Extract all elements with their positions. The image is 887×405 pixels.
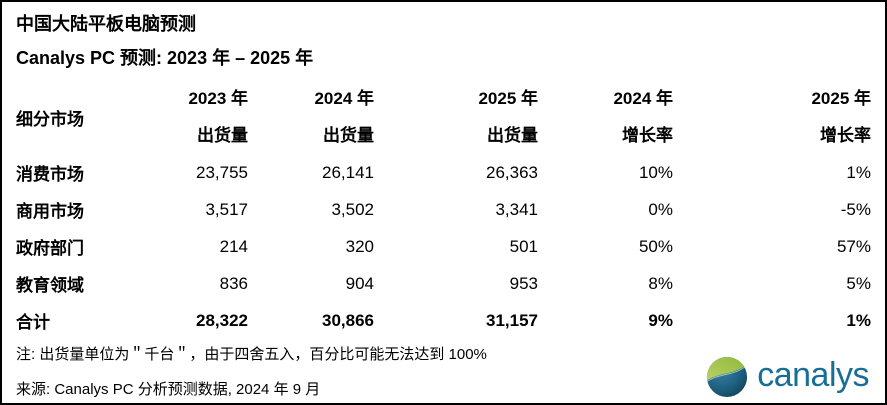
cell: 10% [638,162,673,182]
column-header-year: 2025 年 [811,89,871,108]
cell: 3,341 [495,199,538,219]
cell: 3,502 [331,199,374,219]
cell: 9% [648,310,673,330]
row-label: 政府部门 [16,239,84,258]
column-header-year: 2024 年 [613,89,673,108]
page-subtitle: Canalys PC 预测: 2023 年 – 2025 年 [16,48,314,68]
cell: 214 [219,236,248,256]
column-header-2023-shipments: 2023 年 出货量 [131,80,248,154]
canalys-logo: canalys [706,356,869,398]
table-row-consumer: 消费市场 23,755 26,141 26,363 10% 1% [16,154,871,191]
footnote: 注: 出货量单位为＂千台＂，由于四舍五入，百分比可能无法达到 100% [16,346,487,363]
cell: 836 [219,273,248,293]
cell: 8% [648,273,673,293]
cell: 28,322 [196,310,248,330]
cell: 0% [648,199,673,219]
row-label: 消费市场 [16,165,84,184]
column-header-metric: 出货量 [323,126,374,145]
cell: 57% [836,236,871,256]
cell: 31,157 [486,310,538,330]
cell: 501 [509,236,538,256]
cell: 320 [345,236,374,256]
table-row-education: 教育领域 836 904 953 8% 5% [16,265,871,302]
column-header-metric: 增长率 [820,126,871,145]
cell: 904 [345,273,374,293]
column-header-metric: 出货量 [197,126,248,145]
canalys-globe-icon [707,356,748,398]
cell: -5% [840,199,871,219]
title-block: 中国大陆平板电脑预测 Canalys PC 预测: 2023 年 – 2025 … [16,11,871,71]
forecast-table: 细分市场 2023 年 出货量 2024 年 出货量 2025 年 出货量 20… [16,80,871,339]
source-line: 来源: Canalys PC 分析预测数据, 2024 年 9 月 [16,381,321,398]
column-header-segment: 细分市场 [16,109,84,129]
column-header-metric: 增长率 [622,126,673,145]
cell: 23,755 [196,162,248,182]
table-row-commercial: 商用市场 3,517 3,502 3,341 0% -5% [16,191,871,228]
table-row-government: 政府部门 214 320 501 50% 57% [16,228,871,265]
column-header-2025-shipments: 2025 年 出货量 [374,80,538,154]
cell: 50% [638,236,673,256]
cell: 26,363 [486,162,538,182]
cell: 3,517 [205,199,248,219]
column-header-2024-shipments: 2024 年 出货量 [248,80,374,154]
row-label: 教育领域 [16,276,84,295]
column-header-2025-growth: 2025 年 增长率 [673,80,871,154]
row-label: 商用市场 [16,202,84,221]
column-header-year: 2024 年 [314,89,374,108]
column-header-year: 2023 年 [188,89,248,108]
cell: 5% [846,273,871,293]
cell: 26,141 [322,162,374,182]
row-label: 合计 [16,313,50,332]
column-header-2024-growth: 2024 年 增长率 [538,80,673,154]
column-header-metric: 出货量 [487,126,538,145]
cell: 30,866 [322,310,374,330]
cell: 1% [846,162,871,182]
header-row: 细分市场 2023 年 出货量 2024 年 出货量 2025 年 出货量 20… [16,80,871,154]
canalys-wordmark: canalys [757,356,869,394]
table-row-total: 合计 28,322 30,866 31,157 9% 1% [16,302,871,339]
page-title: 中国大陆平板电脑预测 [16,14,196,34]
cell: 1% [846,310,871,330]
cell: 953 [509,273,538,293]
column-header-year: 2025 年 [478,89,538,108]
